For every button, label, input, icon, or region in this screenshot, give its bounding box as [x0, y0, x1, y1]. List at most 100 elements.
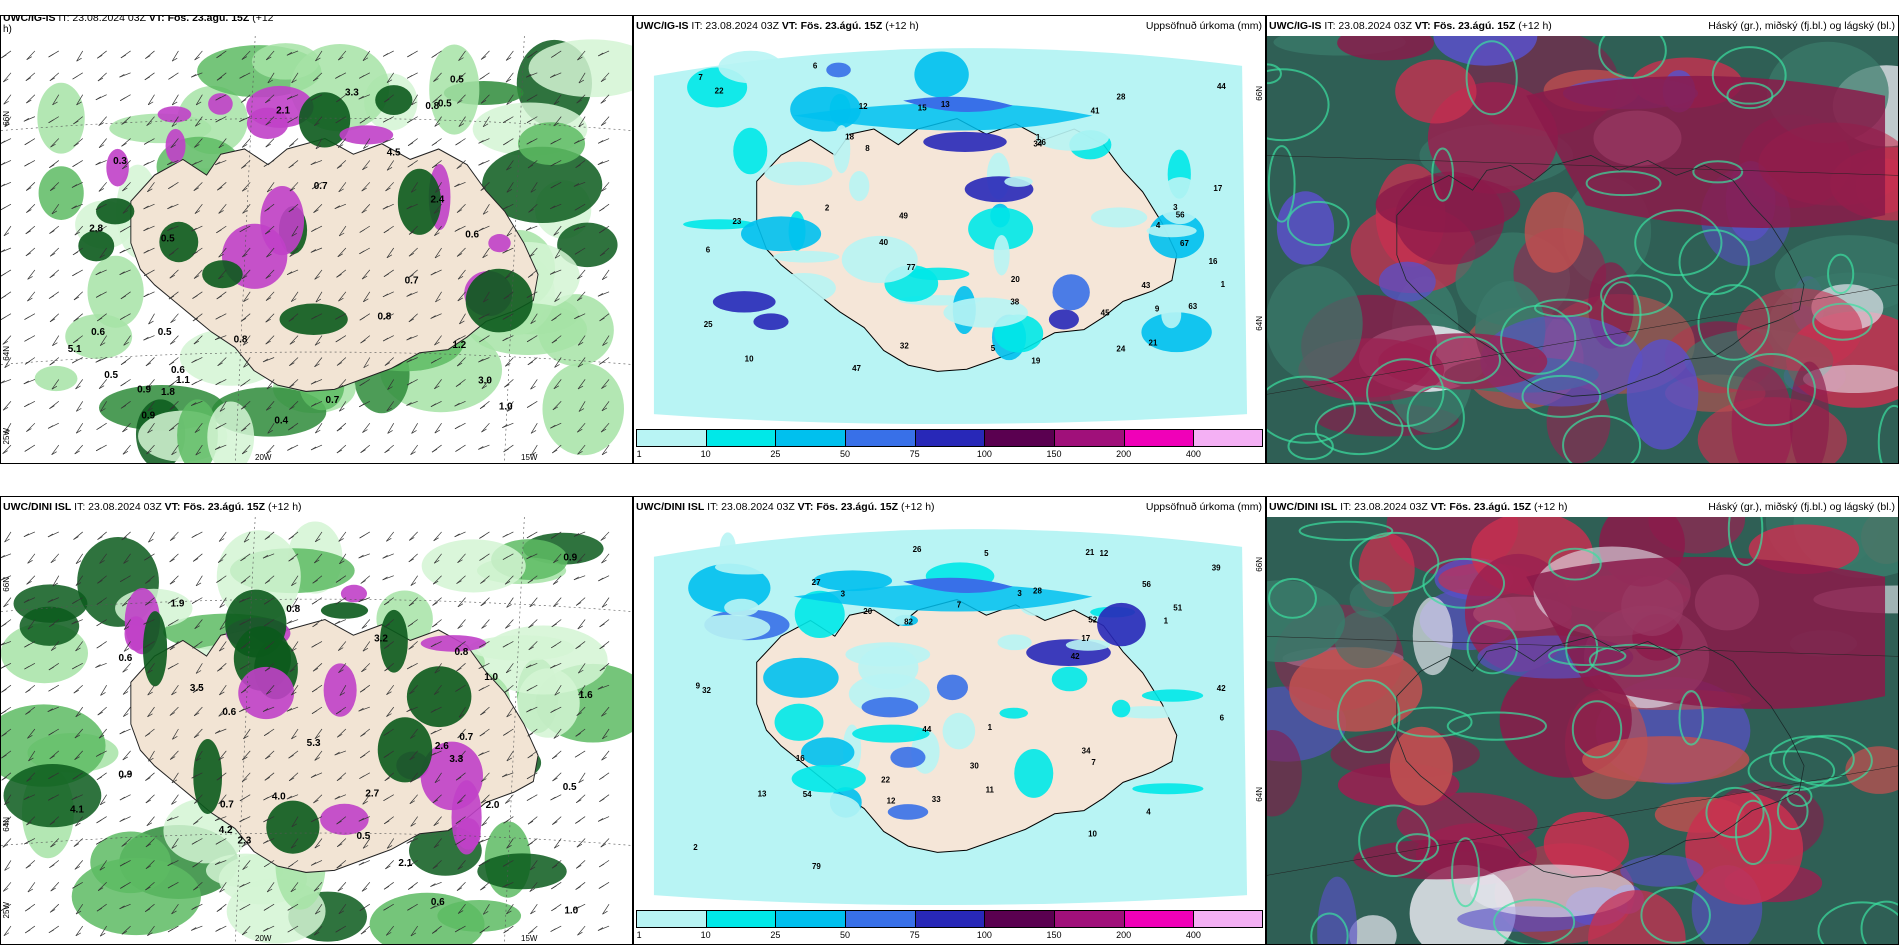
- wind-barb-flag: [72, 885, 78, 889]
- precip-total-label: 67: [1180, 239, 1189, 248]
- precip-area: [794, 590, 845, 639]
- wind-barb: [50, 641, 60, 651]
- wind-barb-flag: [96, 907, 103, 912]
- wind-barb-flag: [457, 297, 463, 302]
- wind-barb: [170, 138, 179, 148]
- wind-barb: [312, 663, 323, 672]
- wind-barb-flag: [170, 340, 176, 345]
- precip-total-label: 22: [881, 776, 890, 785]
- wind-barb: [99, 335, 107, 346]
- wind-barb-flag: [266, 56, 272, 61]
- lat-label: 64N: [1255, 787, 1264, 802]
- precip-area: [1132, 783, 1204, 795]
- wind-barb: [122, 203, 131, 214]
- wind-barb: [553, 94, 562, 105]
- wind-barb-flag: [430, 359, 437, 364]
- wind-barb-flag: [169, 756, 176, 760]
- wind-barb-flag: [145, 843, 152, 848]
- precip-total-label: 23: [732, 217, 741, 226]
- wind-barb-flag: [287, 928, 293, 933]
- model-name: UWC/DINI ISL: [1269, 501, 1338, 513]
- wind-barb-flag: [408, 602, 415, 607]
- wind-barb-flag: [384, 449, 390, 454]
- wind-barb: [265, 116, 275, 126]
- wind-barb: [456, 575, 466, 584]
- wind-barb: [409, 684, 418, 695]
- wind-barb-flag: [286, 707, 293, 712]
- wind-barb-flag: [457, 910, 464, 914]
- cloud-contour: [1692, 160, 1744, 184]
- wind-barb-flag: [267, 429, 273, 434]
- wind-barb: [386, 531, 395, 542]
- wind-barb: [169, 335, 179, 345]
- wind-barb-flag: [597, 818, 604, 822]
- wind-barb-flag: [95, 96, 102, 101]
- wind-barb-flag: [143, 162, 149, 166]
- wind-barb-flag: [430, 752, 436, 757]
- wind-barb-flag: [123, 648, 130, 652]
- wind-barb-flag: [310, 774, 317, 778]
- wind-barb-flag: [599, 798, 605, 803]
- wind-barb: [554, 291, 562, 302]
- wind-barb: [553, 597, 562, 607]
- wind-barb-flag: [99, 254, 105, 259]
- wind-barb-flag: [98, 385, 105, 389]
- wind-barb-flag: [527, 54, 533, 59]
- wind-barb-flag: [27, 276, 33, 280]
- colorbar-tick-label: 75: [909, 449, 920, 459]
- precip-total-label: 42: [1217, 684, 1226, 693]
- wind-barb-flag: [504, 581, 511, 585]
- wind-barb-flag: [479, 732, 485, 737]
- wind-barb-flag: [214, 730, 221, 734]
- wind-barb-flag: [217, 667, 223, 672]
- wind-barb-flag: [27, 625, 34, 630]
- wind-barb-flag: [601, 451, 608, 456]
- wind-barb-flag: [457, 559, 463, 564]
- wind-barb-flag: [506, 910, 512, 915]
- precip-value-label: 1.1: [176, 375, 190, 386]
- cloud-contour: [1571, 700, 1623, 759]
- wind-barb-flag: [602, 276, 608, 280]
- wind-barb: [26, 50, 36, 60]
- wind-barb-flag: [147, 932, 153, 936]
- wind-barb-flag: [599, 207, 605, 212]
- wind-barb: [217, 553, 227, 563]
- wind-barb: [315, 291, 323, 303]
- wind-barb-flag: [433, 537, 439, 542]
- wind-barb: [410, 772, 418, 783]
- wind-barb-flag: [24, 665, 30, 670]
- wind-barb-flag: [310, 862, 317, 866]
- wind-barb-flag: [359, 119, 366, 124]
- wind-barb-flag: [601, 407, 608, 412]
- wind-barb: [218, 269, 227, 280]
- wind-barb-flag: [241, 405, 247, 410]
- wind-barb-flag: [506, 845, 512, 849]
- precip-area: [793, 103, 1093, 131]
- precip-total-label: 30: [970, 762, 979, 771]
- wind-barb: [100, 401, 107, 412]
- wind-barb-flag: [456, 667, 462, 672]
- wind-barb: [336, 444, 347, 454]
- precip-area: [517, 668, 580, 738]
- wind-barb-flag: [146, 450, 152, 455]
- wind-barb: [146, 116, 155, 126]
- wind-barb-flag: [578, 779, 584, 784]
- wind-barb: [265, 50, 275, 61]
- heavy-precip-area: [451, 780, 482, 855]
- wind-barb-flag: [289, 668, 295, 673]
- wind-barb-flag: [363, 145, 369, 149]
- wind-barb: [502, 772, 514, 778]
- valid-time: VT: Fös. 23.ágú. 15Z: [148, 15, 250, 24]
- heavy-precip-area: [323, 663, 357, 717]
- wind-barb-flag: [169, 406, 176, 410]
- wind-barb-flag: [529, 866, 536, 871]
- wind-barb: [410, 816, 418, 827]
- wind-barb-flag: [597, 161, 604, 165]
- wind-barb-flag: [143, 293, 149, 298]
- wind-barb-flag: [574, 251, 581, 255]
- precip-area: [1052, 274, 1090, 311]
- wind-barb: [123, 706, 131, 717]
- wind-barb-flag: [193, 712, 200, 717]
- wind-barb-flag: [194, 625, 200, 629]
- precip-total-label: 2: [693, 843, 698, 852]
